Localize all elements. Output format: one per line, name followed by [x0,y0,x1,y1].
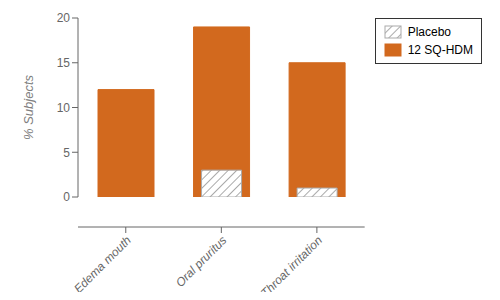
svg-text:Oral pruritus: Oral pruritus [173,233,230,290]
svg-text:Throat irritation: Throat irritation [258,233,325,292]
svg-text:% Subjects: % Subjects [21,74,36,140]
svg-text:5: 5 [63,146,70,160]
svg-text:Edema mouth: Edema mouth [71,233,134,292]
html-text:Placebo: Placebo [407,25,451,39]
svg-text:0: 0 [63,190,70,204]
svg-text:10: 10 [57,101,71,115]
svg-text:15: 15 [57,56,71,70]
svg-text:20: 20 [57,11,71,25]
html-text:12 SQ-HDM: 12 SQ-HDM [407,43,473,57]
